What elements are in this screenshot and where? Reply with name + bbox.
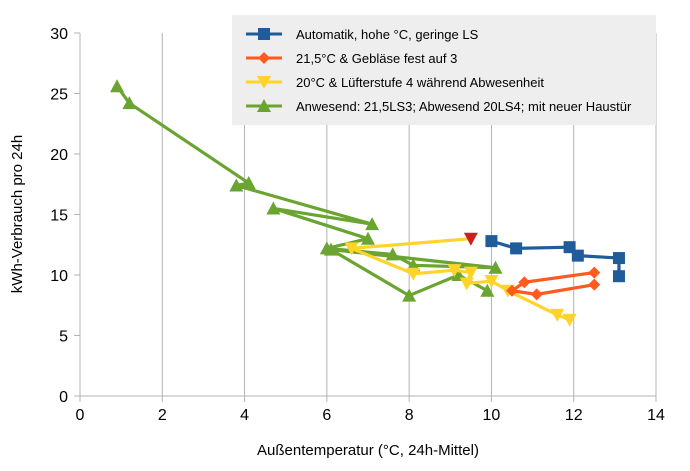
data-point [484, 275, 499, 289]
y-tick-label: 0 [59, 389, 68, 406]
data-point [406, 267, 421, 281]
data-point [612, 252, 625, 265]
y-tick-label: 5 [59, 329, 68, 346]
data-point [518, 276, 531, 289]
data-point [588, 278, 601, 291]
data-point [463, 232, 478, 246]
series-4 [110, 79, 503, 302]
data-point [588, 266, 601, 279]
x-axis-title: Außentemperatur (°C, 24h-Mittel) [257, 442, 479, 459]
data-point [361, 231, 375, 245]
x-tick-label: 12 [565, 407, 583, 424]
y-tick-label: 30 [50, 26, 68, 43]
data-point [385, 247, 400, 261]
data-point [344, 242, 359, 256]
y-axis-title: kWh-Verbrauch pro 24h [9, 135, 26, 293]
data-point [229, 178, 244, 192]
x-tick-label: 0 [76, 407, 85, 424]
legend-label: 21,5°C & Gebläse fest auf 3 [296, 51, 457, 66]
data-point [110, 79, 125, 93]
data-point [510, 242, 523, 255]
x-tick-label: 8 [405, 407, 414, 424]
data-point [506, 284, 518, 297]
legend-label: Automatik, hohe °C, geringe LS [296, 27, 479, 42]
data-point [530, 288, 543, 301]
legend-marker [257, 99, 271, 112]
series-2 [506, 266, 601, 301]
data-point [459, 277, 474, 291]
y-tick-label: 15 [50, 208, 68, 225]
data-point [562, 313, 577, 327]
legend-marker [258, 52, 270, 64]
series-group [110, 79, 625, 327]
x-tick-label: 14 [647, 407, 665, 424]
legend-marker [258, 28, 270, 40]
legend-marker [257, 76, 271, 89]
y-tick-label: 10 [50, 268, 68, 285]
data-point [365, 217, 380, 231]
x-tick-label: 6 [322, 407, 331, 424]
legend-label: Anwesend: 21,5LS3; Abwesend 20LS4; mit n… [296, 99, 632, 114]
data-point [480, 283, 495, 297]
data-point [485, 235, 498, 248]
data-point [402, 288, 417, 302]
x-tick-label: 4 [240, 407, 249, 424]
data-point [323, 242, 338, 256]
legend-box [232, 15, 656, 125]
x-tick-label: 2 [158, 407, 167, 424]
legend: Automatik, hohe °C, geringe LS 21,5°C & G… [232, 15, 656, 125]
data-point [463, 266, 478, 280]
data-point [241, 176, 256, 190]
y-tick-label: 20 [50, 147, 68, 164]
data-point [447, 264, 462, 278]
series-1 [485, 235, 625, 283]
axes: 0 2 4 6 8 10 12 14 0 5 10 15 20 25 30 [50, 26, 665, 424]
y-tick-label: 25 [50, 87, 68, 104]
data-point [571, 249, 584, 262]
data-point [266, 201, 281, 215]
legend-label: 20°C & Lüfterstufe 4 während Abwesenheit [296, 75, 544, 90]
data-point [122, 96, 137, 110]
x-tick-label: 10 [483, 407, 501, 424]
data-point [612, 270, 625, 283]
data-point [488, 260, 503, 274]
data-point [550, 308, 565, 322]
